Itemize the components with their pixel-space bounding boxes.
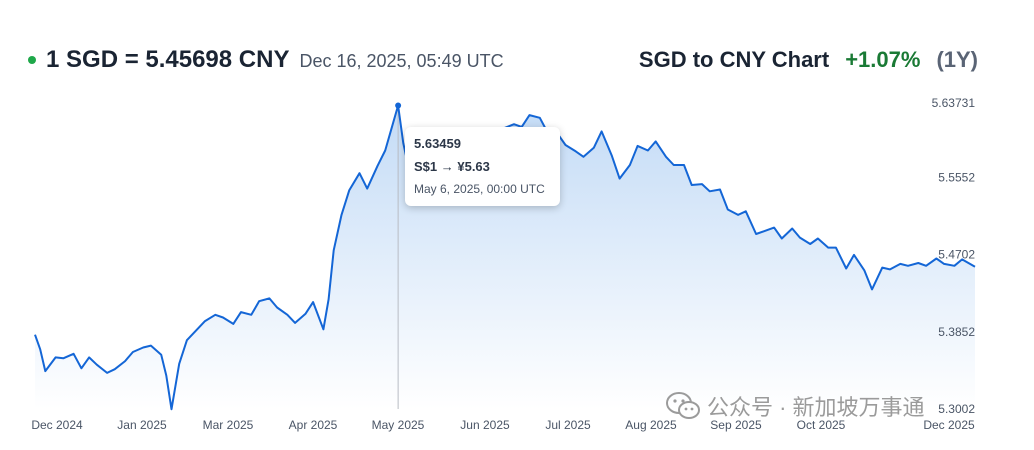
hover-point	[395, 102, 402, 109]
change-percent: +1.07%	[845, 47, 921, 72]
x-tick-label: Apr 2025	[289, 418, 338, 432]
chart-header: 1 SGD = 5.45698 CNY Dec 16, 2025, 05:49 …	[28, 40, 978, 80]
x-tick-label: Jul 2025	[545, 418, 591, 432]
y-tick-label: 5.5552	[938, 171, 975, 185]
x-tick-label: Dec 2025	[923, 418, 975, 432]
y-tick-label: 5.3002	[938, 402, 975, 416]
wechat-icon	[666, 392, 700, 419]
y-tick-label: 5.63731	[932, 96, 976, 110]
rate-summary: 1 SGD = 5.45698 CNY Dec 16, 2025, 05:49 …	[28, 46, 504, 74]
tooltip-value: 5.63459	[414, 136, 461, 151]
period-selector[interactable]: (1Y)	[936, 47, 978, 72]
x-tick-label: Dec 2024	[31, 418, 83, 432]
x-tick-label: Jan 2025	[117, 418, 167, 432]
rate-timestamp: Dec 16, 2025, 05:49 UTC	[299, 51, 504, 71]
x-axis-ticks: Dec 2024 Jan 2025 Mar 2025 Apr 2025 May 2025…	[31, 418, 975, 432]
y-tick-label: 5.4702	[938, 248, 975, 262]
x-tick-label: Sep 2025	[710, 418, 762, 432]
y-axis-ticks: 5.63731 5.5552 5.4702 5.3852 5.3002	[932, 96, 976, 416]
x-tick-label: May 2025	[372, 418, 425, 432]
tooltip-date: May 6, 2025, 00:00 UTC	[414, 182, 545, 196]
current-rate: 1 SGD = 5.45698 CNY	[46, 46, 290, 73]
tooltip-conversion: S$1 → ¥5.63	[414, 159, 490, 174]
live-indicator-icon	[28, 56, 36, 64]
y-tick-label: 5.3852	[938, 325, 975, 339]
x-tick-label: Jun 2025	[460, 418, 510, 432]
series-area-fill	[35, 105, 975, 410]
x-tick-label: Oct 2025	[797, 418, 846, 432]
watermark: 公众号 · 新加坡万事通	[665, 390, 925, 422]
x-tick-label: Aug 2025	[625, 418, 677, 432]
data-tooltip: 5.63459 S$1 → ¥5.63 May 6, 2025, 00:00 U…	[405, 127, 560, 206]
watermark-text: 公众号 · 新加坡万事通	[707, 395, 925, 420]
chart-heading: SGD to CNY Chart +1.07% (1Y)	[639, 47, 978, 73]
series-line	[34, 104, 976, 411]
chart-title: SGD to CNY Chart	[638, 47, 830, 72]
x-tick-label: Mar 2025	[203, 418, 254, 432]
